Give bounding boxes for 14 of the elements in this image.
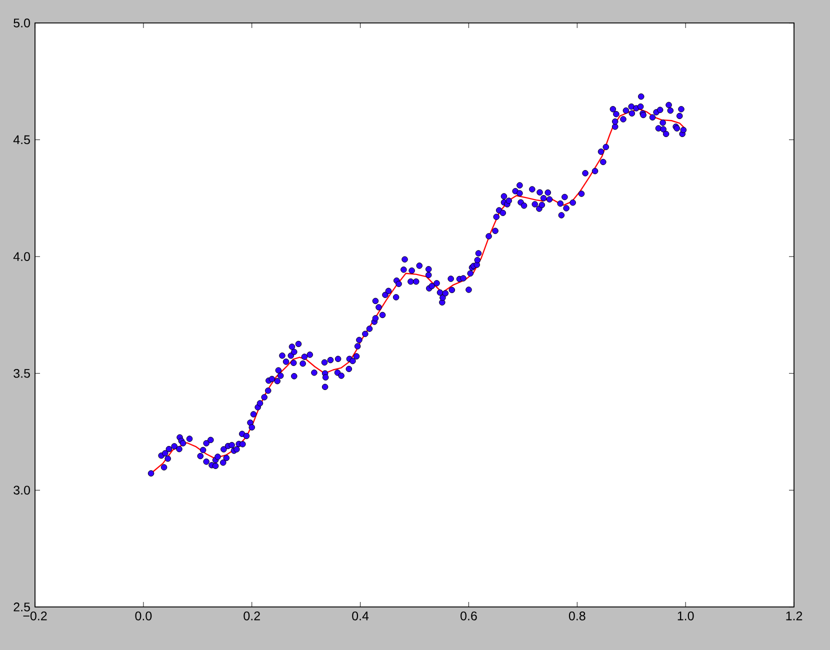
y-tick-label: 3.5	[14, 368, 30, 378]
x-tick-label: −0.2	[23, 612, 47, 620]
x-tick-label: 0.2	[244, 612, 260, 620]
y-tick-label: 4.0	[13, 252, 30, 262]
y-tick-label: 2.5	[14, 602, 30, 612]
x-tick-label: 0.8	[568, 612, 586, 620]
x-tick-label: 0.6	[460, 612, 477, 620]
y-tick-label: 3.0	[14, 486, 30, 495]
y-tick-label: 4.5	[13, 135, 30, 144]
x-tick-label: 0.0	[135, 612, 152, 620]
x-tick-label: 0.4	[352, 612, 369, 620]
y-tick-label: 5.0	[14, 18, 30, 28]
x-tick-label: 1.0	[678, 612, 694, 620]
x-tick-label: 1.2	[786, 612, 802, 620]
